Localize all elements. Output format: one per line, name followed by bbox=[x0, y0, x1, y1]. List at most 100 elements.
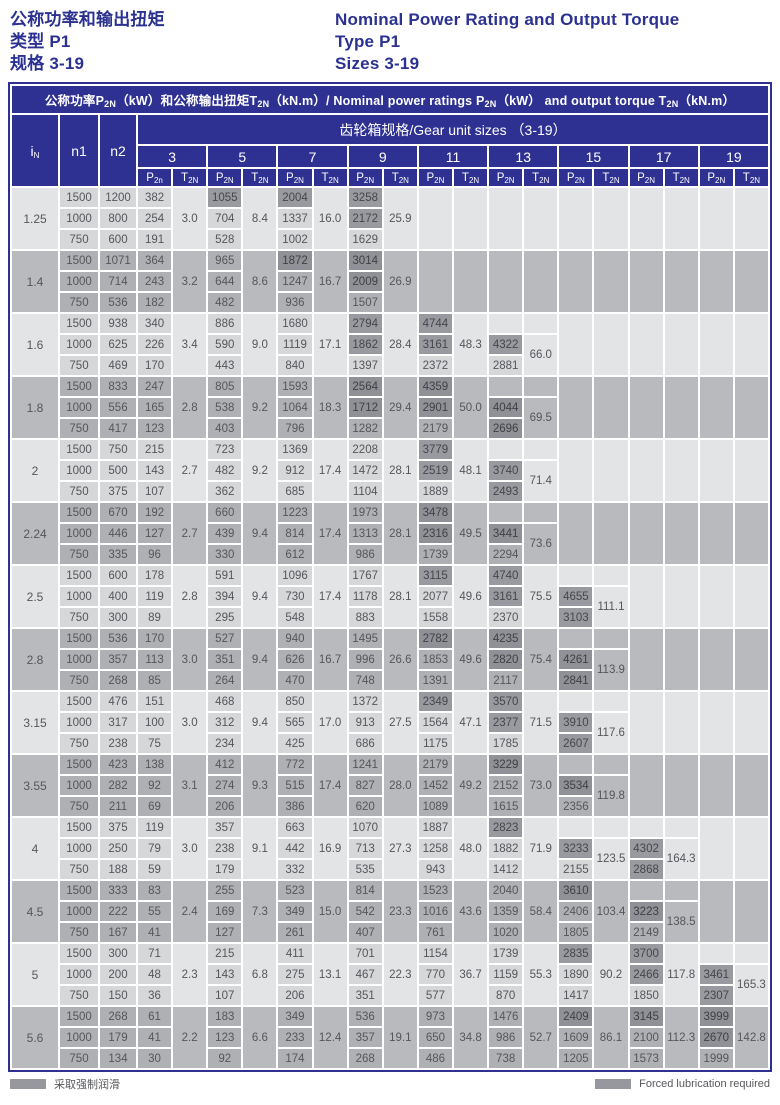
t-value-cell: 28.4 bbox=[381, 312, 419, 377]
title-zh-line1: 公称功率和输出扭矩 bbox=[10, 10, 165, 29]
n2-cell: 238 bbox=[98, 732, 138, 755]
t-value-cell: 165.3 bbox=[732, 963, 771, 1007]
n2-cell: 250 bbox=[98, 837, 138, 860]
p-value-cell: 1712 bbox=[346, 396, 384, 419]
t-value-cell: 26.6 bbox=[381, 627, 419, 692]
n1-cell: 1000 bbox=[58, 333, 100, 356]
p-value-cell: 127 bbox=[206, 921, 244, 944]
p-value-cell: 704 bbox=[206, 207, 244, 230]
t-value-cell: 9.3 bbox=[241, 753, 279, 818]
t-value-cell: 111.1 bbox=[592, 585, 630, 629]
n1-cell: 1000 bbox=[58, 585, 100, 608]
p-value-cell: 2100 bbox=[627, 1026, 665, 1049]
n1-cell: 1500 bbox=[58, 438, 100, 461]
n1-cell: 1000 bbox=[58, 837, 100, 860]
n2-cell: 268 bbox=[98, 669, 138, 692]
t-value-cell: 113.9 bbox=[592, 648, 630, 692]
empty-cell bbox=[697, 375, 735, 440]
empty-cell bbox=[592, 186, 630, 251]
empty-cell bbox=[732, 186, 771, 251]
p-value-cell: 2901 bbox=[416, 396, 454, 419]
n2-cell: 500 bbox=[98, 459, 138, 482]
n2-cell: 335 bbox=[98, 543, 138, 566]
p-value-cell: 940 bbox=[276, 627, 314, 650]
p-value-cell: 1089 bbox=[416, 795, 454, 818]
empty-cell bbox=[662, 312, 700, 377]
p-value-cell: 535 bbox=[346, 858, 384, 881]
table-row: 4.5 1500 333 83 2.4 255 7.3 523 15.0 814 23.3 1523 4… bbox=[10, 879, 771, 944]
p-value-cell: 2377 bbox=[487, 711, 525, 734]
p-value-cell: 127 bbox=[135, 522, 174, 545]
t-value-cell: 9.4 bbox=[241, 690, 279, 755]
t-value-cell: 17.4 bbox=[311, 501, 349, 566]
n1-cell: 1000 bbox=[58, 396, 100, 419]
t-value-cell: 6.6 bbox=[241, 1005, 279, 1070]
p-value-cell: 85 bbox=[135, 669, 174, 692]
empty-cell bbox=[592, 627, 630, 650]
t2n-col-header: T2N bbox=[381, 167, 419, 188]
table-row: 2.5 1500 600 178 2.8 591 9.4 1096 17.4 1767 28.1 31… bbox=[10, 564, 771, 629]
p2n-col-header: P2N bbox=[487, 167, 525, 188]
p-value-cell: 2670 bbox=[697, 1026, 735, 1049]
table-row: 1000 317 100 312 565 913 1564 2377 3910 117.6 bbox=[11, 711, 769, 755]
p-value-cell: 1739 bbox=[416, 543, 454, 566]
p-value-cell: 883 bbox=[346, 606, 384, 629]
p-value-cell: 1119 bbox=[276, 333, 314, 356]
p-value-cell: 261 bbox=[276, 921, 314, 944]
t-value-cell: 71.5 bbox=[522, 690, 560, 755]
n2-cell: 333 bbox=[98, 879, 138, 902]
t-value-cell: 6.8 bbox=[241, 942, 279, 1007]
p-value-cell: 268 bbox=[346, 1047, 384, 1070]
p-value-cell: 238 bbox=[206, 837, 244, 860]
t-value-cell: 17.0 bbox=[311, 690, 349, 755]
p-value-cell: 4302 bbox=[627, 837, 665, 860]
sizes-row: 3 5 7 9 11 13 15 17 19 bbox=[11, 144, 771, 169]
t-value-cell: 12.4 bbox=[311, 1005, 349, 1070]
n2-cell: 375 bbox=[98, 480, 138, 503]
empty-cell bbox=[662, 438, 700, 503]
p-value-cell: 443 bbox=[206, 354, 244, 377]
p-value-cell: 3441 bbox=[487, 522, 525, 545]
p-value-cell: 92 bbox=[206, 1047, 244, 1070]
p-value-cell bbox=[697, 942, 735, 965]
p-value-cell: 542 bbox=[346, 900, 384, 923]
n1-cell: 750 bbox=[58, 732, 100, 755]
p-value-cell: 1002 bbox=[276, 228, 314, 251]
p-value-cell: 1154 bbox=[416, 942, 454, 965]
n2-cell: 800 bbox=[98, 207, 138, 230]
n2-cell: 375 bbox=[98, 816, 138, 839]
p-value-cell: 644 bbox=[206, 270, 244, 293]
n2-cell: 476 bbox=[98, 690, 138, 713]
empty-cell bbox=[697, 501, 735, 566]
n1-cell: 1500 bbox=[58, 501, 100, 524]
p-value-cell: 713 bbox=[346, 837, 384, 860]
empty-cell bbox=[592, 690, 630, 713]
p-value-cell: 3999 bbox=[697, 1005, 735, 1028]
p-value-cell: 61 bbox=[135, 1005, 174, 1028]
p-value-cell: 1337 bbox=[276, 207, 314, 230]
t-value-cell: 16.7 bbox=[311, 627, 349, 692]
p-value-cell: 3258 bbox=[346, 186, 384, 209]
p-value-cell: 1609 bbox=[557, 1026, 595, 1049]
p-value-cell: 191 bbox=[135, 228, 174, 251]
p-value-cell: 1889 bbox=[416, 480, 454, 503]
p-value-cell: 170 bbox=[135, 627, 174, 650]
p-value-cell: 2040 bbox=[487, 879, 525, 902]
table-row: 750 150 36 107 206 351 577 870 1417 1850 2307 bbox=[11, 984, 769, 1007]
n2-cell: 423 bbox=[98, 753, 138, 776]
p-value-cell: 2409 bbox=[557, 1005, 595, 1028]
legend-item-zh: 采取强制润滑 bbox=[10, 1076, 120, 1092]
p-value-cell: 3161 bbox=[487, 585, 525, 608]
t-value-cell: 117.8 bbox=[662, 942, 700, 1007]
p-value-cell: 2835 bbox=[557, 942, 595, 965]
t-value-cell: 2.3 bbox=[171, 942, 209, 1007]
t-value-cell: 8.4 bbox=[241, 186, 279, 251]
p-value-cell: 1175 bbox=[416, 732, 454, 755]
empty-cell bbox=[592, 249, 630, 314]
t-value-cell: 48.0 bbox=[451, 816, 490, 881]
empty-cell bbox=[662, 186, 700, 251]
empty-cell bbox=[697, 753, 735, 818]
p-value-cell: 1178 bbox=[346, 585, 384, 608]
t-value-cell: 3.0 bbox=[171, 690, 209, 755]
ratio-cell: 5.6 bbox=[10, 1005, 60, 1070]
